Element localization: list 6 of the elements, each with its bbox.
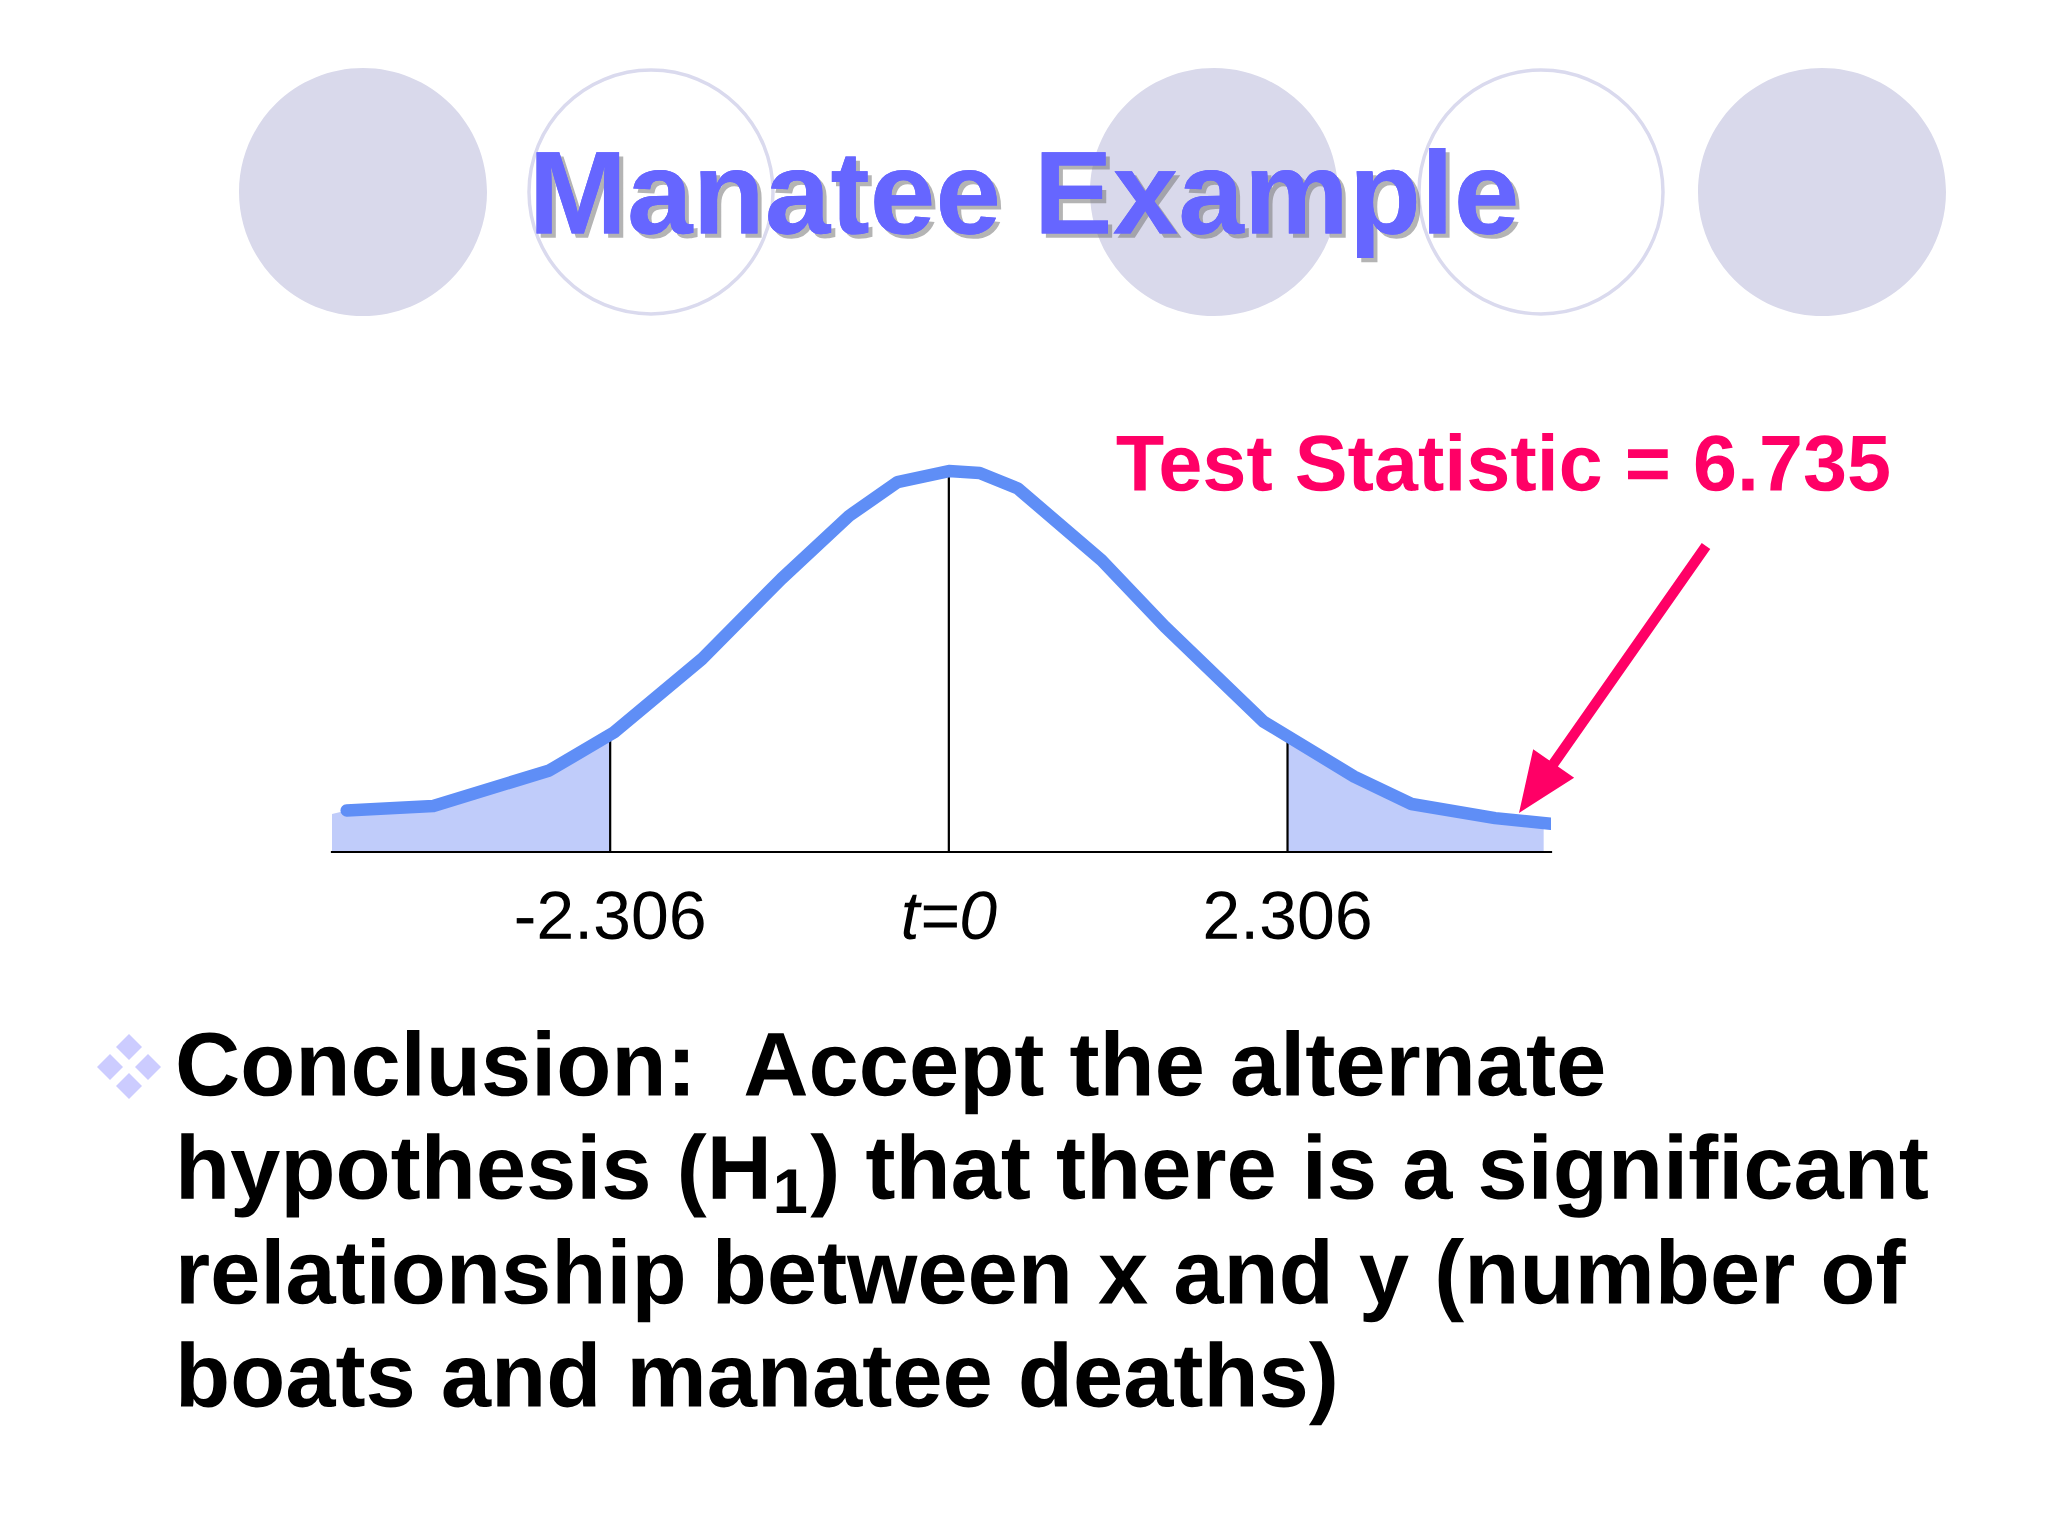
text: Conclusion: Accept the alternate hypothesis (H$_{1}$) that there is a significant relationship between x and y (number of boats and manatee deaths): [178, 1030, 1928, 1426]
x-tick-label: 2.306: [1205, 891, 1370, 940]
annotation: Test Statistic = 6.735: [1116, 433, 1889, 492]
chart-title: Manatee Example: [536, 147, 1520, 263]
x-tick-label: t=0: [903, 891, 997, 940]
x-tick-label: -2.306: [516, 891, 704, 940]
